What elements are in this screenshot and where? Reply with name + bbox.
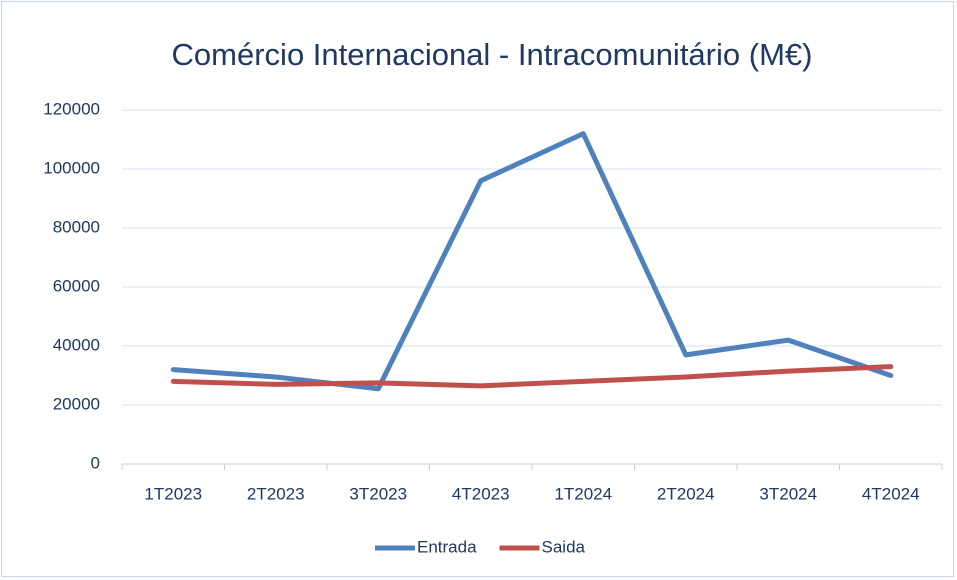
x-tick-label: 4T2023	[452, 484, 510, 503]
x-tick-label: 1T2024	[554, 484, 612, 503]
y-tick-label: 120000	[43, 99, 100, 118]
data-line	[170, 131, 894, 392]
x-tick-label: 3T2023	[349, 484, 407, 503]
legend-label: Entrada	[417, 537, 477, 556]
y-tick-label: 0	[91, 453, 100, 472]
y-tick-label: 40000	[53, 335, 100, 354]
x-tick-label: 2T2024	[657, 484, 715, 503]
y-tick-label: 100000	[43, 158, 100, 177]
y-tick-label: 80000	[53, 217, 100, 236]
x-tick-label: 4T2024	[862, 484, 920, 503]
y-tick-label: 60000	[53, 276, 100, 295]
x-tick-label: 3T2024	[759, 484, 817, 503]
x-tick-label: 1T2023	[144, 484, 202, 503]
legend-label: Saida	[542, 537, 586, 556]
data-line	[170, 364, 894, 389]
x-tick-label: 2T2023	[247, 484, 305, 503]
y-tick-label: 20000	[53, 394, 100, 413]
chart-title: Comércio Internacional - Intracomunitári…	[172, 37, 813, 72]
